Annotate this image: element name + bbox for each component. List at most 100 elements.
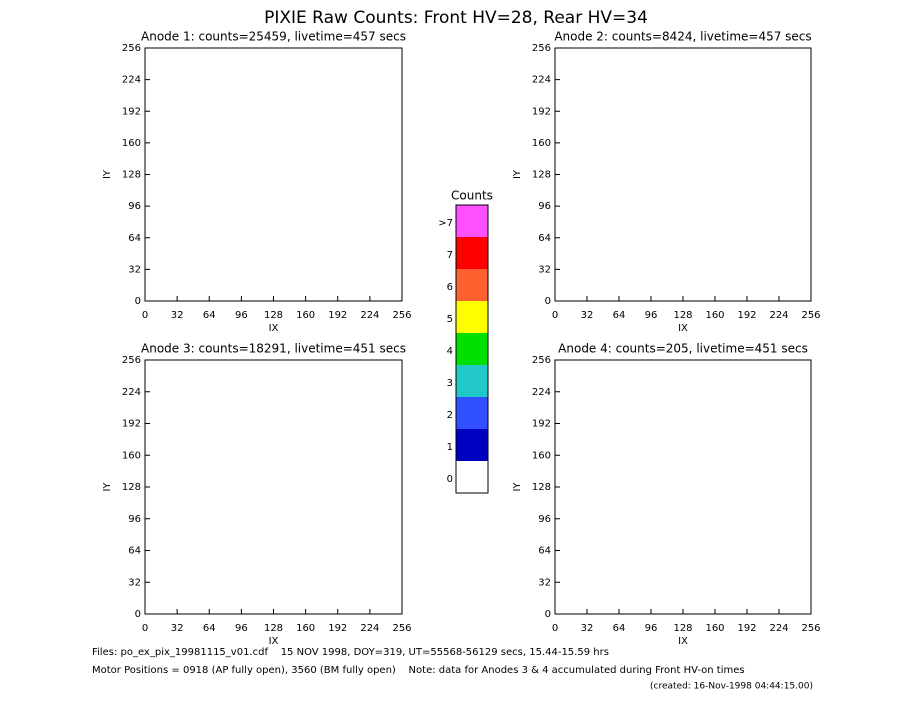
x-tick-label: 128 (673, 310, 692, 321)
y-tick-label: 32 (128, 264, 141, 275)
x-axis-label: IX (678, 636, 688, 647)
y-axis-label: IY (102, 169, 113, 179)
colorbar-swatch (456, 461, 488, 493)
panel-title: Anode 3: counts=18291, livetime=451 secs (141, 342, 406, 356)
x-tick-label: 32 (171, 623, 184, 634)
y-tick-label: 128 (122, 170, 141, 181)
panel-title: Anode 4: counts=205, livetime=451 secs (558, 342, 808, 356)
x-tick-label: 96 (235, 623, 248, 634)
y-tick-label: 192 (122, 106, 141, 117)
colorbar-swatch (456, 205, 488, 237)
colorbar-label: 0 (447, 474, 453, 485)
x-axis-label: IX (269, 323, 279, 334)
y-tick-label: 96 (128, 514, 141, 525)
panel-title: Anode 1: counts=25459, livetime=457 secs (141, 30, 406, 44)
y-tick-label: 160 (122, 138, 141, 149)
y-tick-label: 64 (538, 546, 551, 557)
x-axis-label: IX (269, 636, 279, 647)
colorbar-swatch (456, 269, 488, 301)
x-tick-label: 256 (801, 310, 820, 321)
x-tick-label: 0 (552, 310, 558, 321)
y-tick-label: 0 (135, 296, 141, 307)
colorbar-label: 3 (447, 378, 453, 389)
y-tick-label: 32 (538, 577, 551, 588)
y-tick-label: 64 (128, 233, 141, 244)
y-tick-label: 224 (122, 75, 141, 86)
y-axis-label: IY (102, 482, 113, 492)
y-tick-label: 224 (122, 387, 141, 398)
x-tick-label: 128 (264, 310, 283, 321)
colorbar-label: 5 (447, 314, 453, 325)
plot-frame (554, 359, 812, 615)
y-tick-label: 256 (122, 355, 141, 366)
colorbar-swatch (456, 237, 488, 269)
x-tick-label: 224 (769, 623, 788, 634)
y-tick-label: 64 (538, 233, 551, 244)
x-tick-label: 32 (581, 310, 594, 321)
y-tick-label: 0 (545, 609, 551, 620)
y-tick-label: 0 (135, 609, 141, 620)
x-tick-label: 32 (171, 310, 184, 321)
y-tick-label: 192 (532, 106, 551, 117)
x-tick-label: 64 (613, 310, 626, 321)
colorbar-swatch (456, 301, 488, 333)
y-tick-label: 0 (545, 296, 551, 307)
plot-frame (144, 47, 403, 302)
x-tick-label: 0 (142, 310, 148, 321)
colorbar-title: Counts (451, 189, 493, 203)
x-tick-label: 160 (296, 310, 315, 321)
x-tick-label: 96 (235, 310, 248, 321)
y-tick-label: 256 (122, 43, 141, 54)
y-tick-label: 256 (532, 43, 551, 54)
x-tick-label: 64 (613, 623, 626, 634)
y-tick-label: 224 (532, 387, 551, 398)
x-tick-label: 224 (769, 310, 788, 321)
y-tick-label: 32 (538, 264, 551, 275)
x-tick-label: 160 (705, 623, 724, 634)
colorbar-label: 1 (447, 442, 453, 453)
y-axis-label: IY (512, 169, 523, 179)
y-tick-label: 256 (532, 355, 551, 366)
y-tick-label: 128 (532, 170, 551, 181)
x-tick-label: 96 (645, 623, 658, 634)
y-tick-label: 128 (532, 482, 551, 493)
colorbar-swatch (456, 333, 488, 365)
x-tick-label: 128 (673, 623, 692, 634)
x-tick-label: 256 (392, 310, 411, 321)
x-tick-label: 64 (203, 310, 216, 321)
colorbar-label: 6 (447, 282, 453, 293)
x-tick-label: 256 (392, 623, 411, 634)
x-tick-label: 0 (142, 623, 148, 634)
plot-frame (144, 359, 403, 615)
colorbar-label: 4 (447, 346, 453, 357)
colorbar-frame (455, 204, 489, 494)
x-tick-label: 192 (328, 310, 347, 321)
plot-frame (554, 47, 812, 302)
y-tick-label: 192 (532, 419, 551, 430)
y-tick-label: 32 (128, 577, 141, 588)
colorbar-label: 2 (447, 410, 453, 421)
x-tick-label: 0 (552, 623, 558, 634)
colorbar-swatch (456, 365, 488, 397)
panel-title: Anode 2: counts=8424, livetime=457 secs (554, 30, 811, 44)
x-tick-label: 256 (801, 623, 820, 634)
y-tick-label: 160 (532, 450, 551, 461)
colorbar-label: >7 (438, 218, 453, 229)
y-tick-label: 96 (538, 514, 551, 525)
colorbar-swatch (456, 397, 488, 429)
y-tick-label: 128 (122, 482, 141, 493)
x-tick-label: 224 (360, 310, 379, 321)
y-tick-label: 96 (538, 201, 551, 212)
figure-title: PIXIE Raw Counts: Front HV=28, Rear HV=3… (264, 8, 648, 28)
x-tick-label: 32 (581, 623, 594, 634)
footer-created: (created: 16-Nov-1998 04:44:15.00) (650, 682, 813, 692)
footer-motor: Motor Positions = 0918 (AP fully open), … (92, 665, 745, 676)
colorbar-swatch (456, 429, 488, 461)
footer-files: Files: po_ex_pix_19981115_v01.cdf 15 NOV… (92, 647, 609, 658)
x-axis-label: IX (678, 323, 688, 334)
y-tick-label: 160 (122, 450, 141, 461)
colorbar-label: 7 (447, 250, 453, 261)
y-tick-label: 64 (128, 546, 141, 557)
x-tick-label: 128 (264, 623, 283, 634)
